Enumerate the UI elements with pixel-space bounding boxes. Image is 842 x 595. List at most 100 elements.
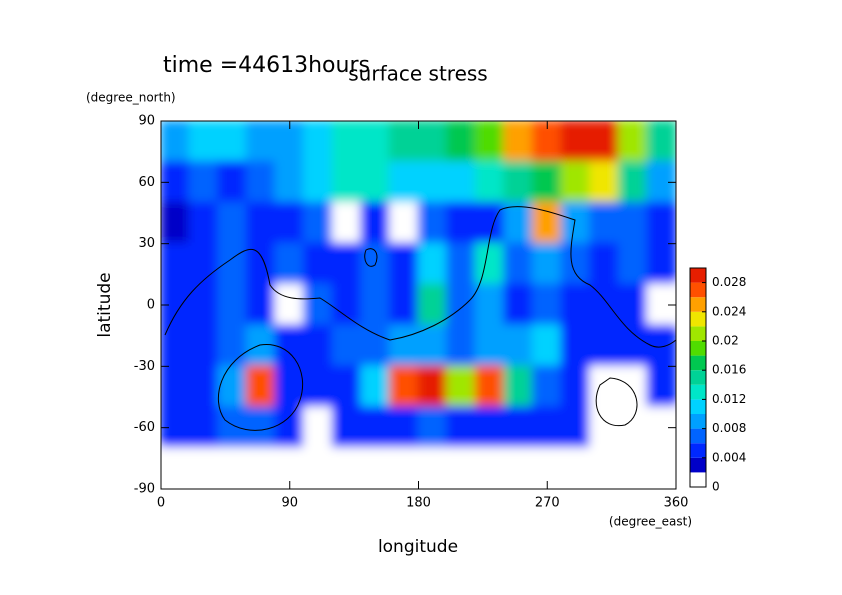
- contour-cell: [560, 201, 592, 245]
- x-axis-label: longitude: [378, 537, 458, 557]
- colorbar-swatch: [690, 384, 706, 400]
- contour-cell: [388, 121, 420, 163]
- contour-cell: [589, 365, 620, 409]
- field: [161, 121, 676, 489]
- contour-cell: [617, 160, 649, 204]
- contour-cell: [217, 242, 248, 286]
- contour-cell: [474, 283, 506, 327]
- contour-cell: [388, 406, 420, 450]
- contour-cell: [646, 365, 676, 409]
- y-tick-label: -60: [134, 420, 155, 435]
- contour-cell: [161, 447, 191, 489]
- contour-cell: [245, 121, 277, 163]
- contour-cell: [217, 201, 248, 245]
- contour-cell: [188, 201, 220, 245]
- contour-cell: [531, 242, 563, 286]
- contour-cell: [274, 406, 306, 450]
- contour-cell: [331, 201, 363, 245]
- contour-cell: [531, 160, 563, 204]
- contour-cell: [331, 160, 363, 204]
- contour-cell: [245, 283, 277, 327]
- contour-cell: [303, 201, 334, 245]
- contour-cell: [646, 242, 676, 286]
- contour-cell: [446, 121, 477, 163]
- contour-cell: [360, 365, 391, 409]
- contour-cell: [589, 406, 620, 450]
- colorbar-tick-label: 0: [712, 480, 720, 494]
- x-tick-label: 180: [406, 496, 431, 511]
- contour-cell: [417, 121, 449, 163]
- colorbar-tick-label: 0.028: [712, 275, 746, 289]
- contour-cell: [589, 324, 620, 368]
- x-tick-label: 360: [664, 496, 689, 511]
- colorbar-swatch: [690, 472, 706, 487]
- colorbar-swatch: [690, 326, 706, 341]
- contour-cell: [331, 447, 363, 489]
- colorbar-swatch: [690, 282, 706, 298]
- contour-cell: [474, 242, 506, 286]
- contour-cell: [188, 242, 220, 286]
- x-unit: (degree_east): [609, 515, 692, 529]
- x-tick-label: 90: [281, 496, 298, 511]
- contour-cell: [388, 242, 420, 286]
- contour-cell: [360, 447, 391, 489]
- colorbar-tick-label: 0.02: [712, 334, 739, 348]
- contour-cell: [245, 201, 277, 245]
- chart-subtitle: surface stress: [348, 62, 487, 86]
- contour-cell: [503, 324, 534, 368]
- contour-cell: [388, 324, 420, 368]
- contour-cell: [245, 447, 277, 489]
- contour-cell: [417, 406, 449, 450]
- contour-cell: [503, 406, 534, 450]
- x-tick-label: 0: [157, 496, 165, 511]
- contour-cell: [503, 160, 534, 204]
- contour-cell: [446, 324, 477, 368]
- contour-cell: [417, 160, 449, 204]
- colorbar-swatch: [690, 370, 706, 385]
- contour-cell: [646, 121, 676, 163]
- colorbar-tick-label: 0.008: [712, 421, 746, 435]
- contour-cell: [388, 365, 420, 409]
- y-tick-label: -90: [134, 482, 155, 497]
- contour-cell: [188, 160, 220, 204]
- contour-cell: [217, 447, 248, 489]
- contour-cell: [417, 324, 449, 368]
- contour-cell: [617, 406, 649, 450]
- contour-cell: [617, 121, 649, 163]
- contour-cell: [161, 365, 191, 409]
- contour-cell: [303, 365, 334, 409]
- contour-cell: [303, 283, 334, 327]
- contour-cell: [446, 406, 477, 450]
- colorbar-swatch: [690, 341, 706, 356]
- contour-cell: [446, 447, 477, 489]
- contour-cell: [617, 201, 649, 245]
- contour-cell: [589, 283, 620, 327]
- contour-cell: [388, 283, 420, 327]
- contour-cell: [217, 406, 248, 450]
- cells: [161, 121, 676, 489]
- contour-cell: [161, 121, 191, 163]
- coastline: [164, 206, 676, 348]
- contour-cell: [217, 283, 248, 327]
- contour-cell: [617, 242, 649, 286]
- contour-cell: [188, 324, 220, 368]
- colorbar-tick-label: 0.024: [712, 304, 746, 318]
- contour-cell: [503, 242, 534, 286]
- coastline: [364, 248, 378, 267]
- contour-cell: [560, 283, 592, 327]
- contour-cell: [360, 324, 391, 368]
- contour-cell: [217, 160, 248, 204]
- contour-cell: [245, 365, 277, 409]
- contour-cell: [560, 121, 592, 163]
- colorbar-swatch: [690, 311, 706, 327]
- contour-cell: [360, 406, 391, 450]
- contour-cell: [331, 324, 363, 368]
- contour-cell: [589, 201, 620, 245]
- contour-cell: [274, 283, 306, 327]
- chart-title: time =44613hours: [163, 53, 370, 78]
- contour-cell: [617, 447, 649, 489]
- contour-cell: [617, 324, 649, 368]
- contour-cell: [274, 242, 306, 286]
- y-axis-label: latitude: [95, 272, 115, 337]
